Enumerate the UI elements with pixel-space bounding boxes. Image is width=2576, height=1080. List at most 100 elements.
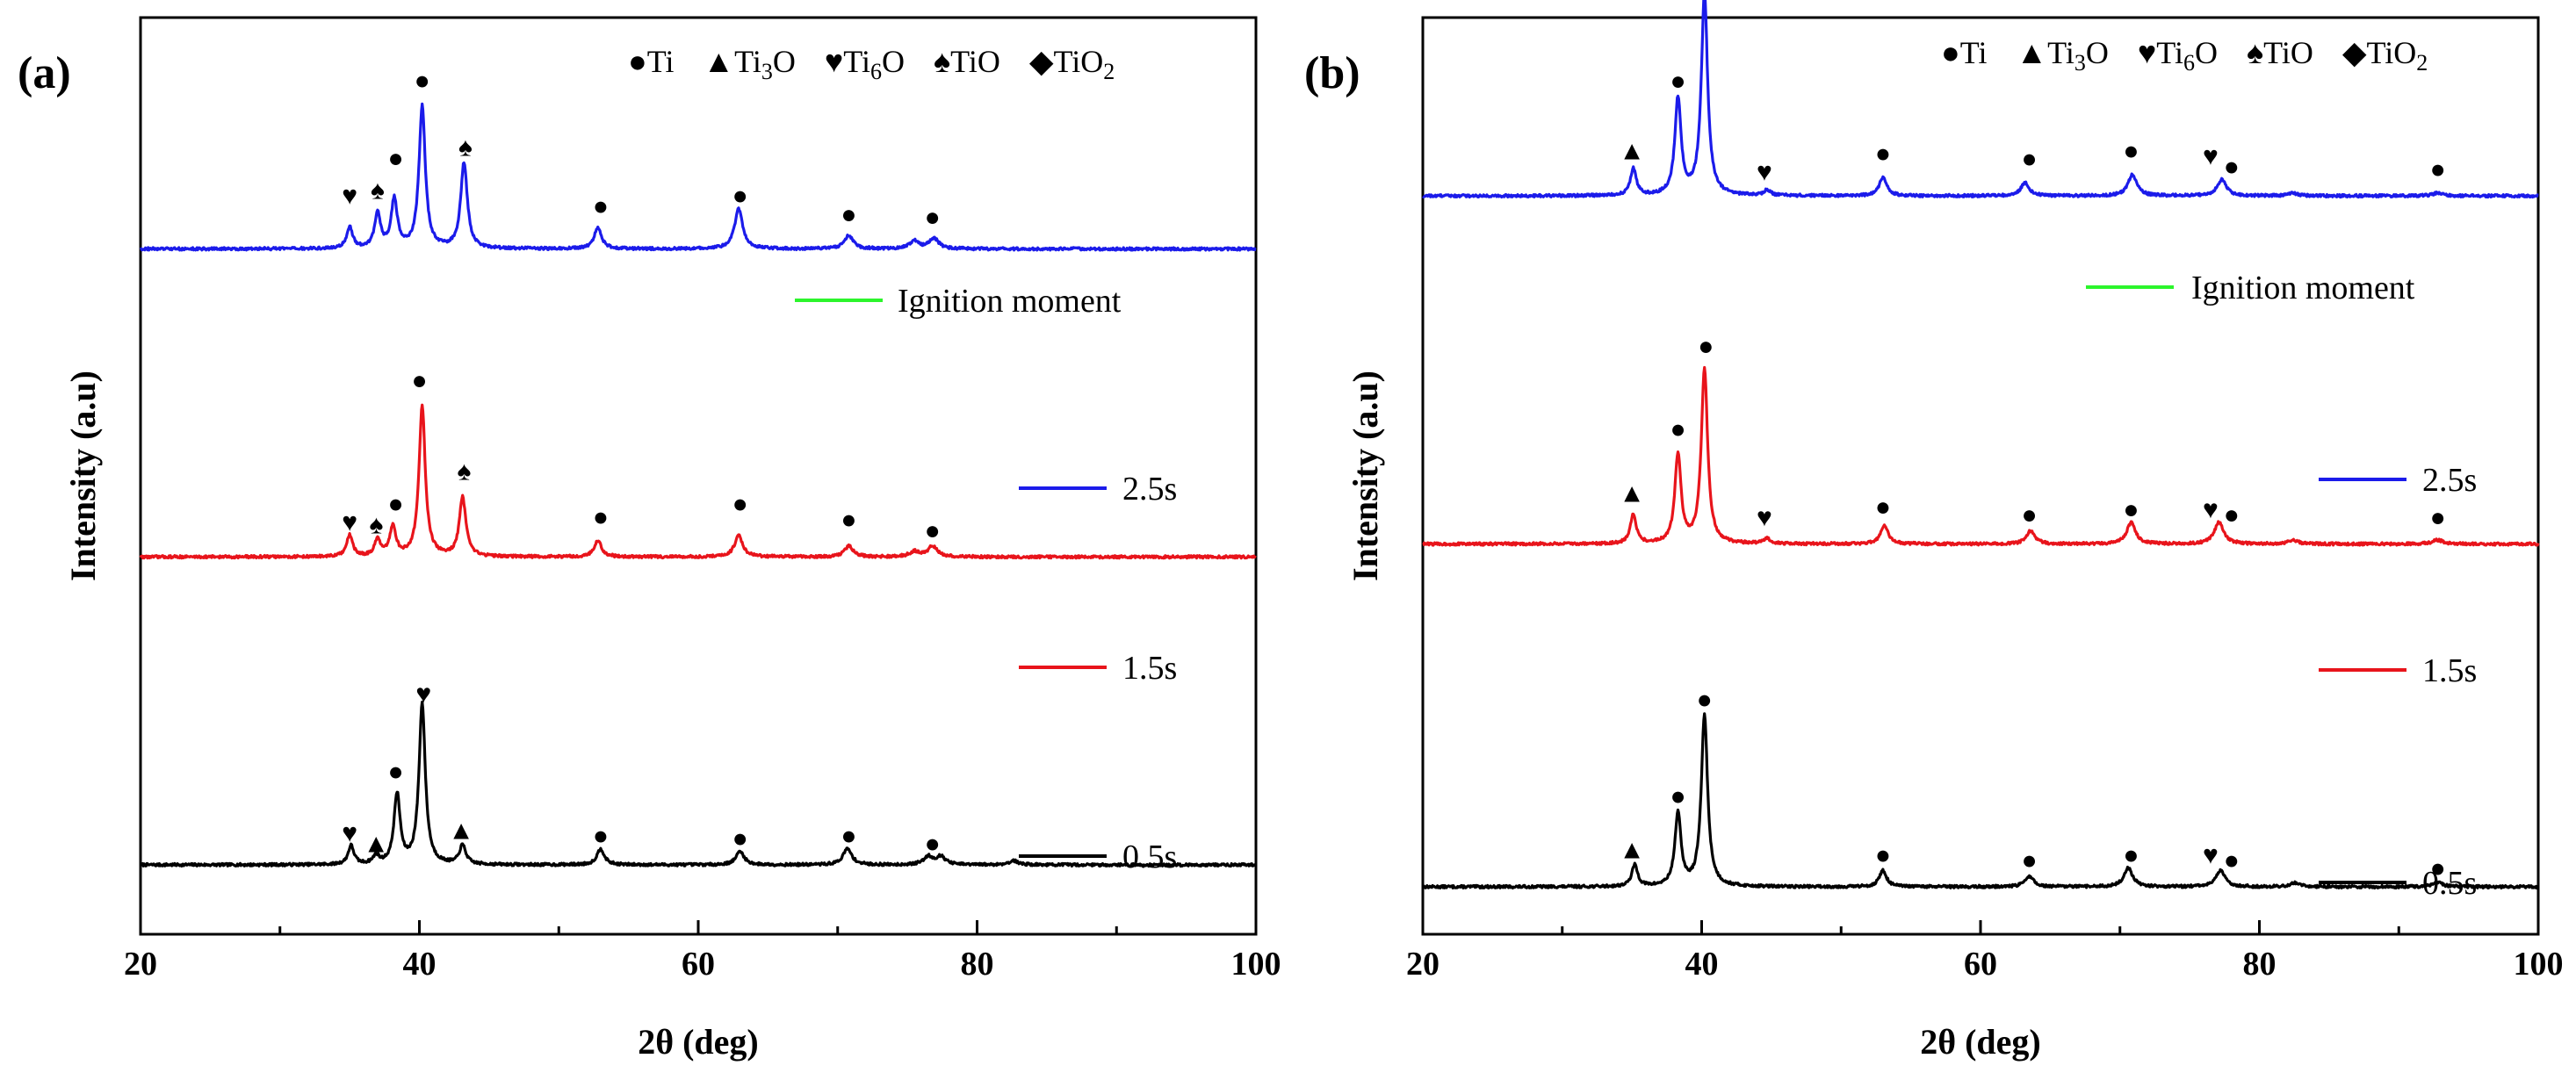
series-line-2-5s <box>139 102 1257 252</box>
legend-label-0-5s: 0.5s <box>2422 865 2477 902</box>
legend-tio-symbol: ♠ <box>934 44 950 79</box>
phase-marker-ti: ● <box>1875 139 1891 168</box>
phase-marker-ti6o: ♥ <box>2203 495 2219 524</box>
phase-marker-tio: ♠ <box>371 176 385 205</box>
phase-marker-tio: ♠ <box>369 511 383 540</box>
phase-marker-ti3o: ▲ <box>448 816 474 845</box>
x-tick-label: 40 <box>1685 946 1719 983</box>
legend-ti6o-name: Ti <box>2156 35 2183 70</box>
phase-marker-ti: ● <box>387 489 403 518</box>
legend-ti3o-name: Ti <box>734 44 761 79</box>
phase-marker-ti3o: ▲ <box>1619 479 1645 508</box>
panel-a-phase-legend: ●Ti ▲Ti3O ♥Ti6O ♠TiO ◆TiO2 <box>628 44 1115 84</box>
legend-label-2-5s: 2.5s <box>1122 471 1177 508</box>
panel-b-phase-markers: ▲●●●●●♥●●▲●●♥●●●♥●●▲●▲♥●●●♥●●◆●◆♠●◆●◆●♠●… <box>1619 67 2446 883</box>
phase-marker-ti: ● <box>2022 500 2038 529</box>
phase-marker-ti: ● <box>2224 500 2240 529</box>
x-tick-label: 40 <box>403 946 437 983</box>
x-tick-label: 80 <box>2243 946 2277 983</box>
phase-marker-ti6o: ♥ <box>1757 503 1772 532</box>
legend-label-ignition: Ignition moment <box>898 283 1122 320</box>
legend-ti3o-symbol: ▲ <box>2016 35 2047 70</box>
legend-tio-name: TiO <box>950 44 1000 79</box>
legend-ti-symbol: ● <box>1941 35 1960 70</box>
panel-a-frame <box>139 16 1258 936</box>
phase-marker-ti: ● <box>2224 153 2240 182</box>
phase-marker-ti6o: ♥ <box>1757 158 1772 187</box>
series-line-0-5s <box>1422 712 2540 890</box>
phase-marker-tio: ♠ <box>458 133 473 162</box>
phase-marker-ti: ● <box>1875 840 1891 869</box>
phase-marker-ti: ● <box>2430 155 2446 184</box>
panel-b-curves <box>1422 0 2540 890</box>
panel-a-series-legend: Ignition moment 2.5s 1.5s 0.5s <box>795 283 1177 875</box>
phase-marker-ti: ● <box>2430 503 2446 532</box>
legend-tio2-name: TiO <box>1054 44 1104 79</box>
phase-marker-ti: ● <box>1697 686 1713 715</box>
x-tick-label: 100 <box>2514 946 2564 983</box>
legend-ti3o-name: Ti <box>2047 35 2075 70</box>
phase-marker-ti: ● <box>1670 781 1685 810</box>
phase-marker-ti: ● <box>1670 414 1685 443</box>
phase-marker-ti3o: ▲ <box>363 830 389 859</box>
phase-marker-ti6o: ♥ <box>342 818 357 847</box>
panel-a-x-ticks: 20 40 60 80 100 <box>124 920 1281 983</box>
legend-label-2-5s: 2.5s <box>2422 462 2477 499</box>
phase-marker-ti6o: ♥ <box>2203 141 2219 170</box>
legend-tio2-symbol: ◆ <box>2342 35 2367 70</box>
series-line-2-5s <box>1422 0 2539 199</box>
phase-marker-ti: ● <box>841 200 856 229</box>
phase-marker-ti: ● <box>387 144 403 173</box>
legend-tio-symbol: ♠ <box>2247 35 2263 70</box>
phase-marker-ti: ● <box>2224 846 2240 875</box>
phase-marker-ti: ● <box>2123 840 2139 869</box>
phase-marker-ti3o: ▲ <box>1619 136 1645 165</box>
phase-marker-ti: ● <box>2123 495 2139 524</box>
panel-a-label: (a) <box>18 48 71 98</box>
panel-b-series-legend: Ignition moment 2.5s 1.5s 0.5s <box>2086 270 2477 902</box>
x-tick-label: 20 <box>1406 946 1440 983</box>
panel-a: (a) 20 40 60 80 100 ♥ ▲●♥▲ ● ● ● ●♥ ♠●●♠● ●● ●♥ ♠●●♠●… <box>18 16 1281 1062</box>
panel-a-y-axis-title: Intensity (a.u) <box>63 371 103 581</box>
phase-marker-ti: ● <box>841 506 856 535</box>
legend-tio2-symbol: ◆ <box>1029 44 1054 79</box>
panel-b-x-ticks: 20 40 60 80 100 <box>1406 920 2564 983</box>
x-tick-label: 60 <box>682 946 715 983</box>
legend-label-0-5s: 0.5s <box>1122 839 1177 875</box>
panel-a-x-axis-title: 2θ (deg) <box>638 1022 759 1062</box>
panel-b-label: (b) <box>1304 48 1360 98</box>
phase-marker-ti: ● <box>841 821 856 850</box>
panel-b-frame <box>1421 16 2540 936</box>
legend-tio-name: TiO <box>2263 35 2313 70</box>
phase-marker-ti6o: ♥ <box>415 680 431 709</box>
legend-ti3o-symbol: ▲ <box>703 44 734 79</box>
series-line-1-5s <box>139 403 1257 560</box>
phase-marker-ti6o: ♥ <box>2203 840 2219 869</box>
legend-ti-symbol: ● <box>628 44 647 79</box>
phase-marker-ti: ● <box>925 203 941 232</box>
legend-ti6o-symbol: ♥ <box>825 44 843 79</box>
phase-marker-tio: ♠ <box>457 457 471 486</box>
x-tick-label: 60 <box>1964 946 1997 983</box>
panel-b-phase-legend: ●Ti ▲Ti3O ♥Ti6O ♠TiO ◆TiO2 <box>1941 35 2428 76</box>
legend-ti-name: Ti <box>647 44 675 79</box>
series-line-1-5s <box>1422 365 2540 547</box>
legend-tio2-name: TiO <box>2367 35 2417 70</box>
series-line-0-5s <box>139 700 1258 868</box>
phase-marker-ti: ● <box>2022 846 2038 875</box>
x-tick-label: 20 <box>124 946 157 983</box>
panel-a-curves <box>139 102 1258 868</box>
panel-b-y-axis-title: Intensity (a.u) <box>1346 371 1385 581</box>
panel-a-phase-markers: ♥▲●♥▲●●●●♥♠●●♠●●●●♥♠●●♠●●●●▲▲◆●▲◆♠▲▲▲♠◆▲… <box>342 66 941 859</box>
phase-marker-ti: ● <box>593 192 609 221</box>
phase-marker-ti: ● <box>732 182 748 211</box>
legend-ti-name: Ti <box>1960 35 1988 70</box>
phase-marker-ti: ● <box>2123 136 2139 165</box>
phase-marker-ti: ● <box>1670 67 1685 96</box>
legend-label-1-5s: 1.5s <box>2422 652 2477 689</box>
legend-ti6o-name: Ti <box>843 44 870 79</box>
x-tick-label: 80 <box>961 946 994 983</box>
phase-marker-ti: ● <box>925 516 941 545</box>
phase-marker-ti: ● <box>2430 854 2446 883</box>
